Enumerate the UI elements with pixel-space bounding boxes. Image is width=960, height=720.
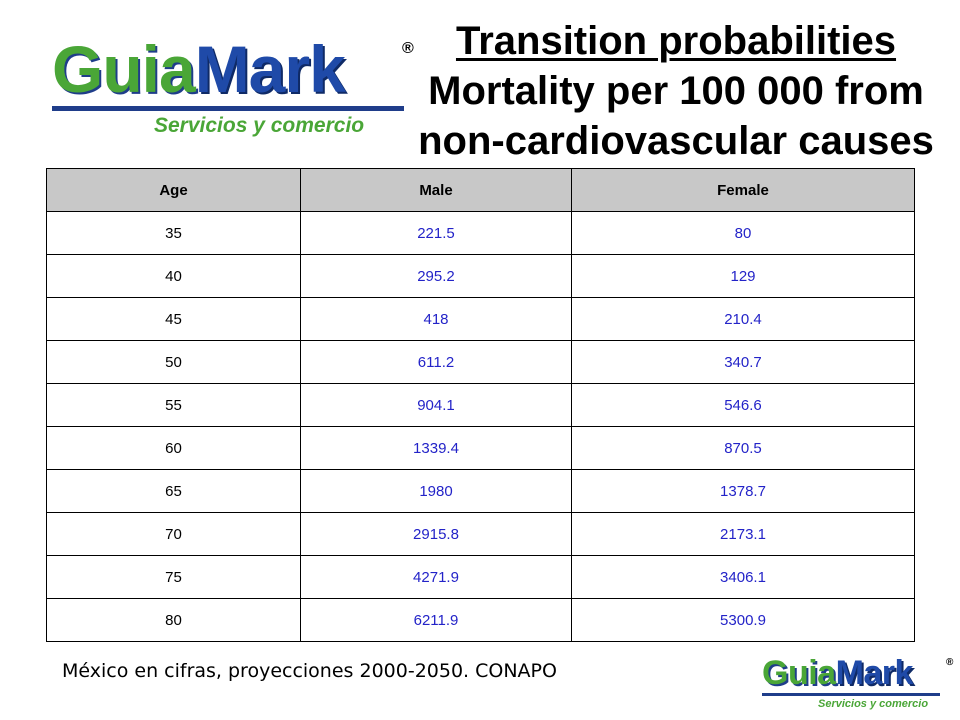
title-line-3: non-cardiovascular causes [418, 119, 934, 163]
table-row: 70 2915.8 2173.1 [46, 512, 915, 556]
logo-tagline: Servicios y comercio [154, 114, 365, 137]
female-cell: 5300.9 [571, 598, 915, 642]
table-row: 75 4271.9 3406.1 [46, 555, 915, 599]
title-line-2: Mortality per 100 000 from [428, 69, 924, 113]
age-cell: 45 [46, 297, 301, 341]
male-cell: 6211.9 [300, 598, 572, 642]
male-cell: 904.1 [300, 383, 572, 427]
logo-underline [52, 106, 404, 111]
age-cell: 55 [46, 383, 301, 427]
age-cell: 75 [46, 555, 301, 599]
table-row: 40 295.2 129 [46, 254, 915, 298]
logo-tagline: Servicios y comercio [818, 698, 929, 710]
table-row: 80 6211.9 5300.9 [46, 598, 915, 642]
table-row: 50 611.2 340.7 [46, 340, 915, 384]
table-header-row: Age Male Female [46, 168, 915, 212]
header-male: Male [300, 168, 572, 212]
source-note: México en cifras, proyecciones 2000-2050… [62, 660, 557, 682]
male-cell: 1980 [300, 469, 572, 513]
logo-wordmark: GuiaMark [762, 654, 913, 692]
table-row: 60 1339.4 870.5 [46, 426, 915, 470]
male-cell: 4271.9 [300, 555, 572, 599]
registered-mark: ® [946, 657, 954, 668]
male-cell: 418 [300, 297, 572, 341]
slide-title: Transition probabilities Mortality per 1… [392, 16, 960, 166]
title-line-1: Transition probabilities [455, 19, 897, 63]
logo-underline [762, 693, 940, 696]
guiamark-logo-small: GuiaMark ® Servicios y comercio [762, 655, 958, 717]
male-cell: 611.2 [300, 340, 572, 384]
guiamark-logo: GuiaMark ® Servicios y comercio [52, 34, 424, 142]
female-cell: 80 [571, 211, 915, 255]
male-cell: 295.2 [300, 254, 572, 298]
table-row: 65 1980 1378.7 [46, 469, 915, 513]
male-cell: 221.5 [300, 211, 572, 255]
age-cell: 60 [46, 426, 301, 470]
age-cell: 35 [46, 211, 301, 255]
header-female: Female [571, 168, 915, 212]
male-cell: 2915.8 [300, 512, 572, 556]
header-age: Age [46, 168, 301, 212]
age-cell: 80 [46, 598, 301, 642]
logo-wordmark: GuiaMark [52, 32, 346, 106]
table-row: 55 904.1 546.6 [46, 383, 915, 427]
age-cell: 65 [46, 469, 301, 513]
female-cell: 210.4 [571, 297, 915, 341]
female-cell: 546.6 [571, 383, 915, 427]
female-cell: 2173.1 [571, 512, 915, 556]
female-cell: 1378.7 [571, 469, 915, 513]
female-cell: 3406.1 [571, 555, 915, 599]
table-row: 35 221.5 80 [46, 211, 915, 255]
table-row: 45 418 210.4 [46, 297, 915, 341]
female-cell: 870.5 [571, 426, 915, 470]
female-cell: 340.7 [571, 340, 915, 384]
registered-mark: ® [402, 40, 414, 57]
female-cell: 129 [571, 254, 915, 298]
mortality-table: Age Male Female 35 221.5 80 40 295.2 129… [46, 168, 915, 642]
male-cell: 1339.4 [300, 426, 572, 470]
age-cell: 70 [46, 512, 301, 556]
age-cell: 40 [46, 254, 301, 298]
age-cell: 50 [46, 340, 301, 384]
